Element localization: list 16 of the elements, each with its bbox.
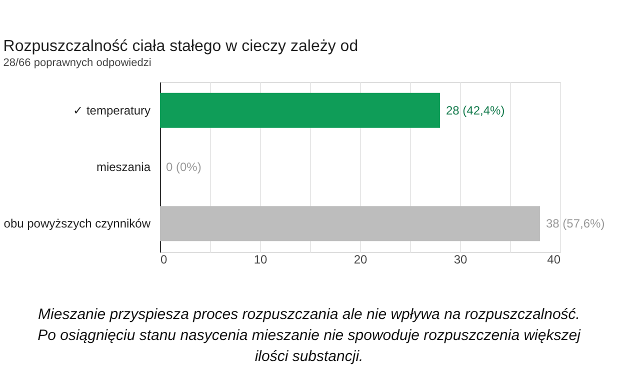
data-label: 28 (42,4%) (446, 103, 505, 118)
x-tick-label: 0 (160, 252, 168, 266)
chart-title: Rozpuszczalność ciała stałego w cieczy zależy od (3, 38, 358, 55)
chart-subtitle: 28/66 poprawnych odpowiedzi (3, 57, 152, 69)
x-tick-label: 30 (454, 252, 468, 266)
text: ilości substancji. (254, 348, 364, 365)
data-label: 38 (57,6%) (546, 216, 605, 231)
data-label: 0 (0%) (166, 160, 202, 174)
x-tick-label: 20 (354, 252, 368, 266)
y-tick-label: obu powyższych czynników (4, 216, 151, 231)
x-tick-label: 40 (547, 252, 561, 266)
text: Po osiągnięciu stanu nasycenia mieszanie nie spowoduje rozpuszczenia większej (38, 327, 582, 344)
x-tick-label: 10 (254, 252, 268, 266)
text: Mieszanie przyspiesza proces rozpuszczania ale nie wpływa na rozpuszczalność. (38, 306, 580, 323)
y-tick-label: ✓ temperatury (73, 103, 150, 118)
y-tick-label: mieszania (96, 160, 151, 174)
